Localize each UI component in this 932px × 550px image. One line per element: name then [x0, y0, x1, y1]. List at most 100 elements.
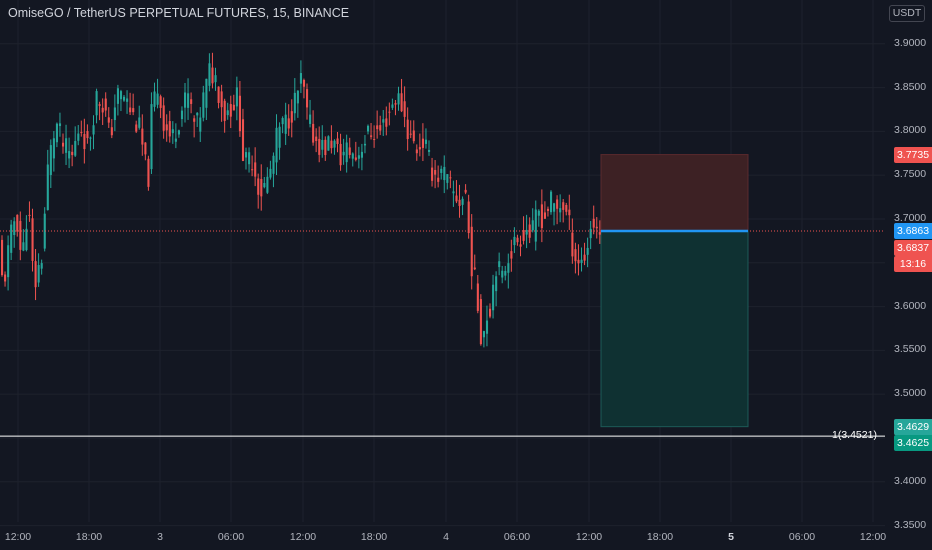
candle-body — [187, 93, 190, 108]
candle-body — [363, 143, 367, 146]
candle-body — [119, 91, 123, 100]
candle-body — [241, 119, 245, 161]
candle-body — [482, 331, 485, 338]
x-tick-label: 3 — [157, 531, 163, 543]
candle-body — [519, 244, 522, 247]
candle-body — [211, 67, 214, 84]
candle-body — [65, 138, 68, 153]
candle-body — [156, 93, 159, 105]
candle-body — [556, 199, 559, 209]
candle-body — [272, 155, 275, 174]
candle-body — [147, 158, 150, 187]
candle-body — [391, 104, 394, 108]
candle-body — [489, 308, 492, 317]
candle-body — [595, 226, 598, 229]
candle-body — [220, 91, 223, 108]
take-profit-zone[interactable] — [600, 230, 749, 428]
candle-body — [37, 265, 40, 283]
candle-body — [86, 130, 89, 139]
candle-body — [55, 123, 58, 143]
candle-body — [290, 111, 293, 123]
candle-body — [16, 214, 19, 232]
x-tick-label: 18:00 — [646, 531, 674, 543]
candle-body — [452, 191, 455, 194]
candle-body — [495, 276, 498, 292]
candle-body — [507, 263, 510, 273]
candle-body — [104, 98, 107, 111]
candle-body — [4, 274, 7, 282]
candle-body — [245, 152, 248, 158]
candle-body — [193, 118, 196, 122]
candle-body — [528, 224, 531, 238]
candle-body — [196, 112, 199, 116]
candle-body — [504, 270, 507, 276]
candle-body — [418, 147, 421, 150]
candle-body — [269, 168, 272, 178]
candle-body — [537, 210, 540, 216]
candlestick-series — [1, 52, 601, 348]
candle-body — [226, 110, 229, 116]
candle-body — [321, 139, 324, 150]
candle-body — [522, 230, 525, 241]
candle-body — [470, 226, 473, 277]
x-tick-label: 12:00 — [575, 531, 603, 543]
candle-body — [89, 137, 92, 139]
candle-body — [516, 237, 519, 243]
candle-body — [13, 221, 16, 236]
candle-body — [31, 218, 34, 261]
candle-body — [98, 104, 101, 106]
candle-body — [373, 139, 376, 141]
candle-body — [293, 92, 296, 114]
x-tick-label: 18:00 — [75, 531, 103, 543]
candle-body — [251, 169, 254, 171]
y-tick-label: 3.8000 — [894, 124, 927, 137]
candle-body — [162, 105, 165, 131]
candle-body — [284, 114, 287, 134]
bar-countdown-label: 13:16 — [894, 255, 932, 272]
chart-grid — [0, 0, 885, 527]
candle-body — [351, 153, 354, 159]
candle-body — [431, 167, 434, 181]
candle-body — [382, 119, 385, 123]
candle-body — [275, 127, 278, 163]
candle-body — [7, 245, 10, 278]
candle-body — [141, 128, 144, 145]
candle-body — [345, 142, 348, 163]
x-tick-label: 18:00 — [360, 531, 388, 543]
candle-body — [443, 166, 446, 181]
y-tick-label: 3.7000 — [894, 211, 927, 224]
candle-body — [501, 270, 504, 278]
currency-button[interactable]: USDT — [889, 5, 925, 22]
candle-body — [559, 208, 562, 213]
target-price-label: 3.4629 — [894, 418, 932, 435]
candle-body — [25, 228, 28, 251]
candle-body — [281, 118, 284, 125]
last-price-label: 3.6863 — [894, 222, 932, 239]
candle-body — [409, 133, 412, 135]
candle-body — [510, 251, 513, 259]
candle-body — [74, 141, 77, 156]
candle-body — [434, 169, 437, 175]
candle-body — [354, 157, 357, 160]
candle-body — [586, 247, 589, 255]
candle-body — [531, 220, 534, 231]
candle-body — [205, 78, 208, 108]
candle-body — [312, 123, 315, 143]
candle-body — [476, 283, 479, 311]
candle-body — [540, 204, 543, 229]
x-tick-label: 5 — [728, 531, 734, 543]
candle-body — [379, 125, 382, 131]
candle-body — [424, 139, 428, 144]
candle-body — [525, 229, 528, 235]
candle-body — [126, 98, 129, 102]
candle-body — [550, 191, 553, 213]
x-tick-label: 4 — [443, 531, 449, 543]
stop-loss-zone[interactable] — [600, 154, 749, 232]
candle-body — [257, 178, 260, 195]
candle-body — [40, 263, 43, 269]
candle-body — [394, 103, 397, 105]
candle-body — [299, 73, 302, 84]
candle-body — [22, 242, 25, 251]
candle-body — [278, 126, 281, 148]
